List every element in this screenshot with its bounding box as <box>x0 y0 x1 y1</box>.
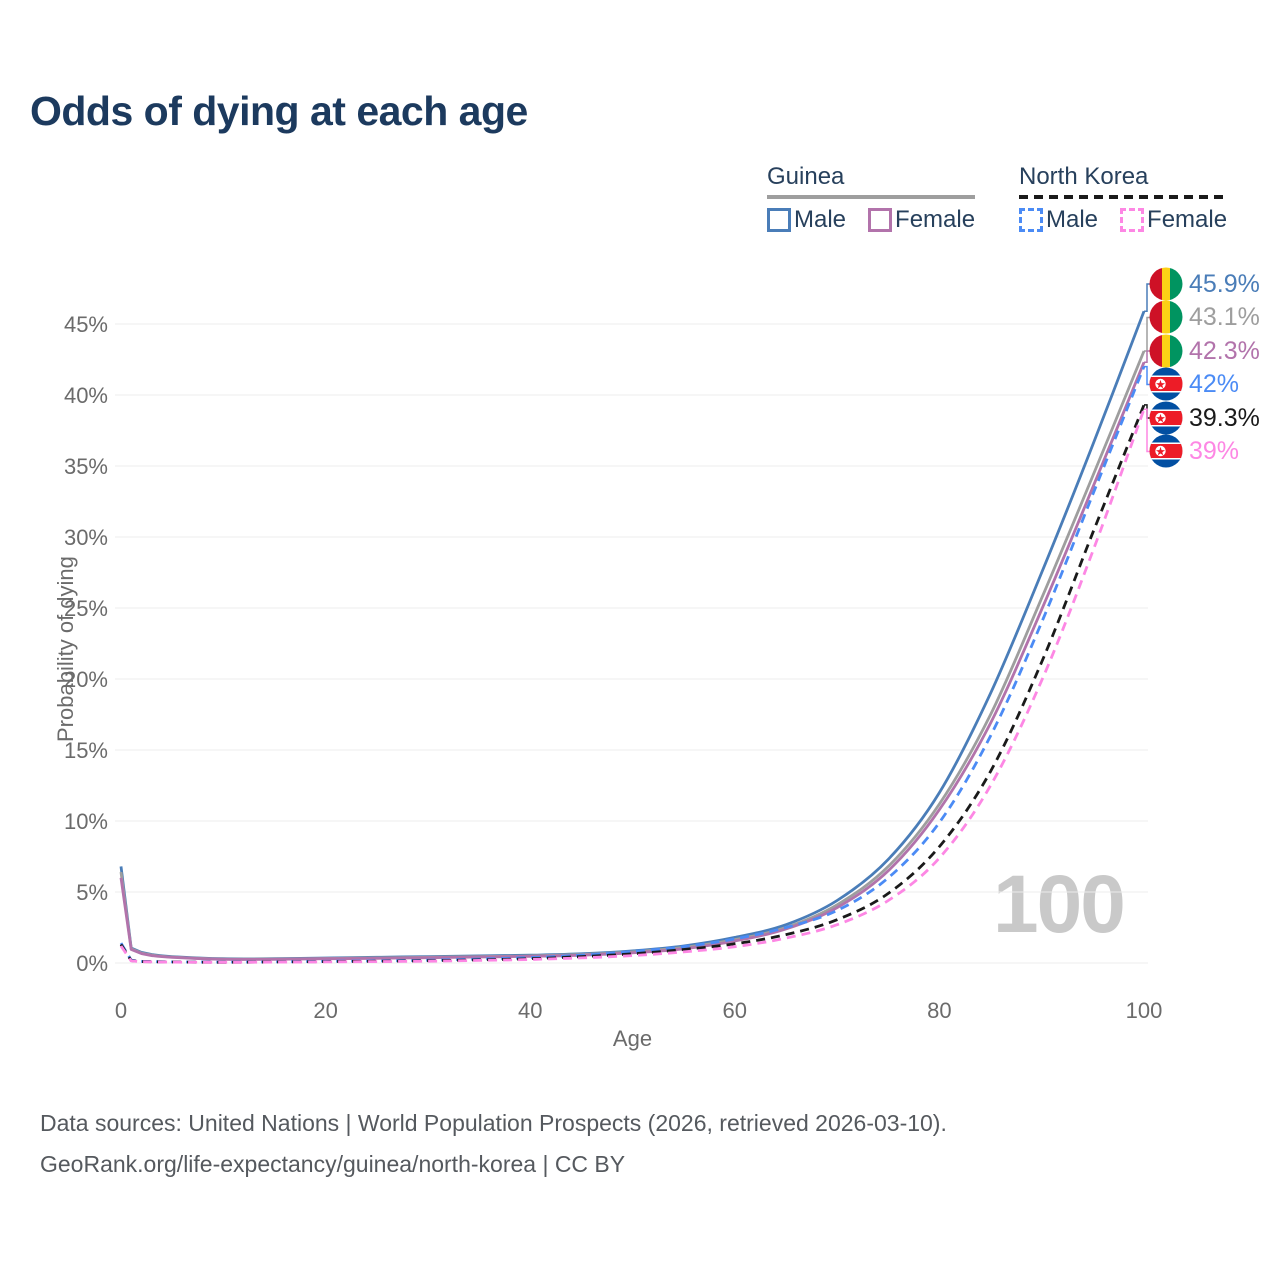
y-axis-title: Probability of dying <box>53 556 78 742</box>
y-tick-label: 15% <box>64 738 108 763</box>
legend-label-north-korea-female[interactable]: Female <box>1147 206 1228 233</box>
legend-label-guinea-female[interactable]: Female <box>895 206 976 233</box>
end-label-north-korea-male: 42% <box>1149 367 1239 401</box>
end-label-connector-north-korea-male <box>1144 365 1151 386</box>
x-tick-label: 20 <box>313 998 337 1023</box>
x-tick-label: 80 <box>927 998 951 1023</box>
legend-group-title-guinea: Guinea <box>767 163 845 190</box>
y-tick-label: 35% <box>64 454 108 479</box>
legend-swatch-north-korea-male[interactable] <box>1019 208 1043 232</box>
guinea-flag-icon <box>1149 267 1183 301</box>
series-line-guinea-female[interactable] <box>119 361 1146 961</box>
y-tick-label: 45% <box>64 312 108 337</box>
y-tick-label: 20% <box>64 667 108 692</box>
end-value: 42.3% <box>1189 336 1260 365</box>
page-title: Odds of dying at each age <box>30 88 528 134</box>
y-tick-label: 30% <box>64 525 108 550</box>
y-tick-label: 5% <box>76 880 108 905</box>
legend-label-north-korea-male[interactable]: Male <box>1046 206 1099 233</box>
end-label-guinea-both-sexes: 43.1% <box>1149 300 1260 334</box>
end-value: 39.3% <box>1189 403 1260 432</box>
guinea-flag-icon <box>1149 334 1183 368</box>
legend-swatch-north-korea-female[interactable] <box>1120 208 1145 232</box>
legend-label-guinea-male[interactable]: Male <box>794 206 847 233</box>
x-tick-label: 0 <box>115 998 127 1023</box>
end-label-connector-guinea-both-sexes <box>1144 316 1151 352</box>
guinea-flag-icon <box>1149 300 1183 334</box>
end-value: 39% <box>1189 436 1240 465</box>
series-line-north-korea-male[interactable] <box>119 366 1146 964</box>
x-axis-title: Age <box>612 1026 653 1051</box>
end-label-north-korea-female: 39% <box>1149 434 1239 468</box>
legend-swatch-guinea-female[interactable] <box>868 208 893 232</box>
legend-group-title-north-korea: North Korea <box>1019 163 1149 190</box>
legend-group-guinea: Guinea Male Female <box>767 163 976 234</box>
end-label-guinea-female: 42.3% <box>1149 334 1260 368</box>
footer: Data sources: United Nations | World Pop… <box>40 1103 947 1185</box>
end-label-connector-north-korea-female <box>1144 408 1151 453</box>
footer-data-sources: Data sources: United Nations | World Pop… <box>40 1110 947 1136</box>
end-value: 45.9% <box>1189 269 1260 298</box>
footer-attribution: GeoRank.org/life-expectancy/guinea/north… <box>40 1151 626 1177</box>
watermark-age-100: 100 <box>993 859 1126 950</box>
x-tick-label: 60 <box>723 998 747 1023</box>
north-korea-flag-icon <box>1149 401 1183 435</box>
series-line-guinea-both-sexes[interactable] <box>119 350 1146 961</box>
y-tick-label: 40% <box>64 383 108 408</box>
end-label-north-korea-both-sexes: 39.3% <box>1149 401 1260 435</box>
end-label-connector-guinea-male <box>1144 283 1151 312</box>
x-tick-label: 100 <box>1126 998 1163 1023</box>
y-tick-label: 0% <box>76 951 108 976</box>
y-tick-label: 10% <box>64 809 108 834</box>
legend-group-north-korea: North Korea Male Female <box>1019 163 1228 234</box>
series-line-guinea-male[interactable] <box>119 310 1146 961</box>
legend-swatch-guinea-male[interactable] <box>767 208 791 232</box>
y-tick-label: 25% <box>64 596 108 621</box>
end-label-guinea-male: 45.9% <box>1149 267 1260 301</box>
end-value: 43.1% <box>1189 302 1260 331</box>
end-value: 42% <box>1189 369 1240 398</box>
north-korea-flag-icon <box>1149 434 1183 468</box>
series-line-north-korea-both-sexes[interactable] <box>119 404 1146 964</box>
guinea-line-style-swatch <box>767 195 976 199</box>
end-label-connector-guinea-female <box>1144 350 1151 364</box>
north-korea-line-style-swatch <box>1019 195 1228 199</box>
series-line-north-korea-female[interactable] <box>119 408 1146 964</box>
north-korea-flag-icon <box>1149 367 1183 401</box>
x-tick-label: 40 <box>518 998 542 1023</box>
